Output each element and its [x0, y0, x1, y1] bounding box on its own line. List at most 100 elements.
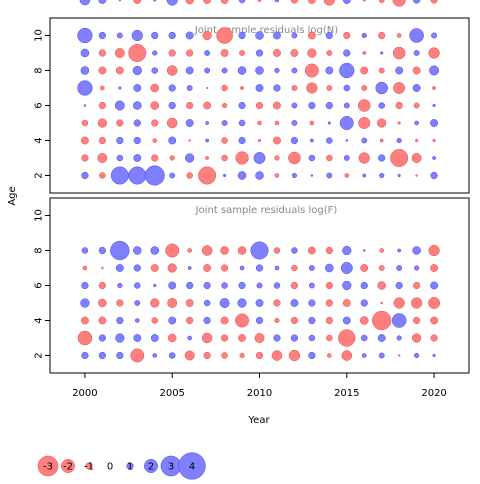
bubble	[342, 245, 352, 256]
bubble	[414, 265, 420, 271]
bubble	[150, 298, 160, 308]
bubble	[152, 138, 158, 143]
bubble	[77, 27, 93, 44]
y-tick-label: 2	[34, 352, 45, 358]
bubble	[414, 120, 419, 126]
bubble	[220, 0, 229, 4]
bubble	[220, 316, 229, 325]
bubble	[152, 353, 158, 358]
bubble	[288, 349, 301, 362]
bubble	[325, 31, 333, 40]
bubble	[117, 282, 123, 289]
bubble	[237, 246, 247, 255]
bubble	[430, 0, 438, 4]
bubble	[98, 136, 106, 145]
bubble	[250, 241, 269, 260]
bubble	[360, 281, 368, 290]
x-tick-label: 2020	[421, 388, 446, 399]
bubble	[378, 0, 385, 3]
bubble	[255, 31, 264, 40]
bubble	[428, 297, 441, 309]
bubble	[377, 118, 387, 128]
bubble	[152, 50, 158, 56]
bubble	[254, 333, 265, 343]
bubble	[153, 0, 157, 2]
y-tick-label: 4	[34, 137, 45, 143]
bubble	[325, 246, 333, 255]
bubble	[273, 136, 281, 145]
bubble	[273, 101, 281, 110]
bubble	[326, 334, 333, 342]
bubble	[343, 102, 350, 109]
bubble	[185, 299, 194, 307]
bubble	[343, 49, 351, 57]
bubble	[150, 83, 160, 93]
bubble	[203, 299, 211, 307]
bubble	[151, 31, 159, 40]
legend-bubble	[144, 459, 158, 473]
bubble	[98, 281, 106, 290]
bubble	[186, 316, 194, 325]
bubble	[77, 80, 93, 96]
bubble	[397, 173, 401, 178]
bubble	[273, 84, 281, 92]
bubble	[255, 66, 264, 75]
bubble	[308, 316, 316, 325]
bubble	[308, 299, 316, 307]
bubble	[361, 353, 367, 358]
bubble	[110, 240, 130, 261]
bubble	[396, 265, 403, 271]
bubble	[116, 119, 124, 127]
bubble	[325, 101, 333, 110]
bubble	[221, 137, 228, 144]
bubble	[360, 299, 368, 307]
bubble	[273, 49, 281, 57]
bubble	[378, 67, 385, 74]
bubble	[274, 155, 280, 161]
bubble	[361, 32, 367, 39]
bubble	[216, 27, 233, 44]
bubble	[325, 299, 333, 307]
bubble	[430, 171, 438, 180]
bubble	[325, 66, 334, 75]
bubble	[221, 282, 228, 289]
bubble	[255, 101, 264, 110]
bubble	[325, 263, 334, 273]
bubble	[255, 171, 264, 180]
bubble	[202, 30, 212, 41]
bubble	[168, 281, 177, 290]
bubble	[377, 281, 386, 290]
bubble	[98, 298, 107, 308]
bubble	[115, 264, 124, 272]
legend-label: -2	[63, 462, 73, 473]
bubble	[273, 334, 281, 342]
bubble	[185, 66, 194, 75]
bubble	[205, 138, 210, 143]
bubble	[167, 298, 178, 308]
bubble	[342, 316, 351, 325]
bubble	[409, 28, 424, 43]
bubble	[432, 103, 436, 108]
bubble	[150, 334, 159, 342]
bubble	[168, 49, 176, 57]
bubble	[133, 334, 142, 342]
bubble	[100, 85, 105, 91]
bubble	[114, 100, 125, 111]
bubble	[360, 66, 369, 75]
bubble	[185, 153, 195, 163]
bubble	[378, 102, 385, 109]
bubble	[430, 334, 438, 342]
bubble	[116, 316, 124, 325]
bubble	[308, 282, 315, 289]
bubble	[97, 153, 108, 163]
bubble	[81, 119, 89, 127]
bubble	[361, 85, 368, 91]
bubble	[185, 0, 194, 5]
bubble	[413, 316, 421, 325]
bubble	[134, 282, 141, 289]
bubble	[432, 86, 437, 90]
bubble	[432, 138, 436, 143]
bubble	[339, 116, 354, 130]
bubble	[308, 154, 316, 162]
bubble	[307, 0, 316, 4]
